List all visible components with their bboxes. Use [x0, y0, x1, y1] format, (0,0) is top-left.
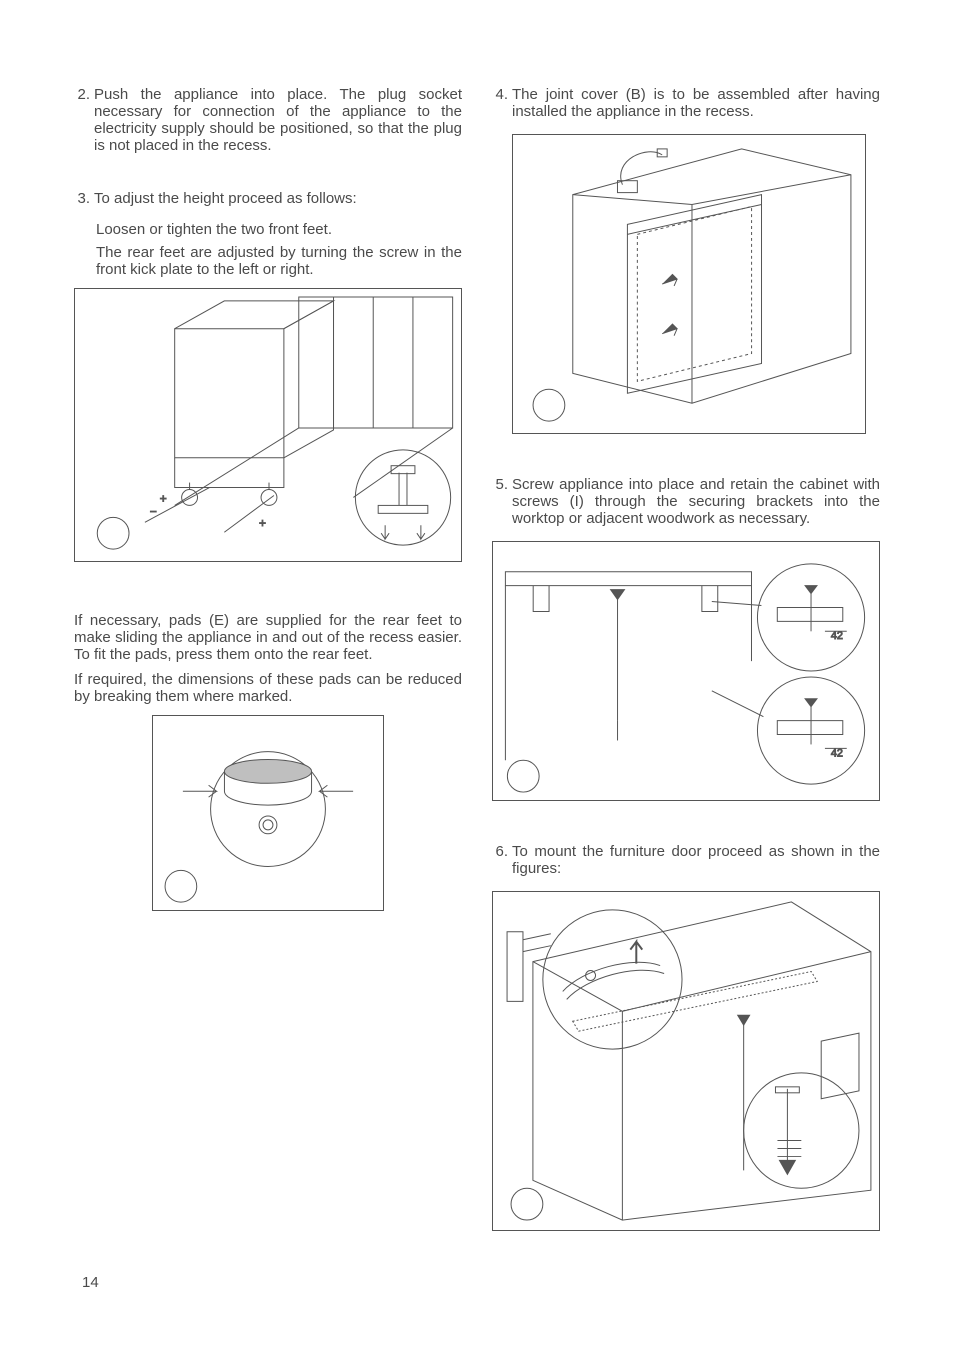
svg-text:−: −	[150, 504, 157, 518]
step-2: 2. Push the appliance into place. The pl…	[74, 86, 462, 154]
figure-pad	[152, 715, 384, 911]
left-column: 2. Push the appliance into place. The pl…	[74, 86, 462, 1251]
right-column: 4. The joint cover (B) is to be assemble…	[492, 86, 880, 1251]
figure4-label-1: 42	[831, 630, 843, 642]
step-5: 5. Screw appliance into place and retain…	[492, 476, 880, 527]
step-6-num: 6.	[492, 843, 512, 877]
step-4-num: 4.	[492, 86, 512, 120]
page-number: 14	[82, 1274, 99, 1291]
step-4-text: The joint cover (B) is to be assembled a…	[512, 86, 880, 120]
step-3-text: To adjust the height proceed as follows:	[94, 190, 462, 207]
step-5-num: 5.	[492, 476, 512, 527]
step-2-text: Push the appliance into place. The plug …	[94, 86, 462, 154]
para-pads: If necessary, pads (E) are supplied for …	[74, 612, 462, 663]
figure-joint-cover	[512, 134, 866, 434]
step-2-num: 2.	[74, 86, 94, 154]
svg-text:+: +	[160, 491, 167, 505]
step-4: 4. The joint cover (B) is to be assemble…	[492, 86, 880, 120]
figure4-label-2: 42	[831, 747, 843, 759]
svg-text:+: +	[259, 516, 266, 530]
figure-screw-brackets: 42 42	[492, 541, 880, 801]
step-3-sub1: Loosen or tighten the two front feet.	[96, 221, 462, 238]
step-3: 3. To adjust the height proceed as follo…	[74, 190, 462, 207]
para-pads-reduce: If required, the dimensions of these pad…	[74, 671, 462, 705]
step-3-sub2: The rear feet are adjusted by turning th…	[96, 244, 462, 278]
figure-feet-adjust: + − +	[74, 288, 462, 562]
step-6-text: To mount the furniture door proceed as s…	[512, 843, 880, 877]
step-3-num: 3.	[74, 190, 94, 207]
figure-door-mount	[492, 891, 880, 1231]
step-6: 6. To mount the furniture door proceed a…	[492, 843, 880, 877]
step-5-text: Screw appliance into place and retain th…	[512, 476, 880, 527]
